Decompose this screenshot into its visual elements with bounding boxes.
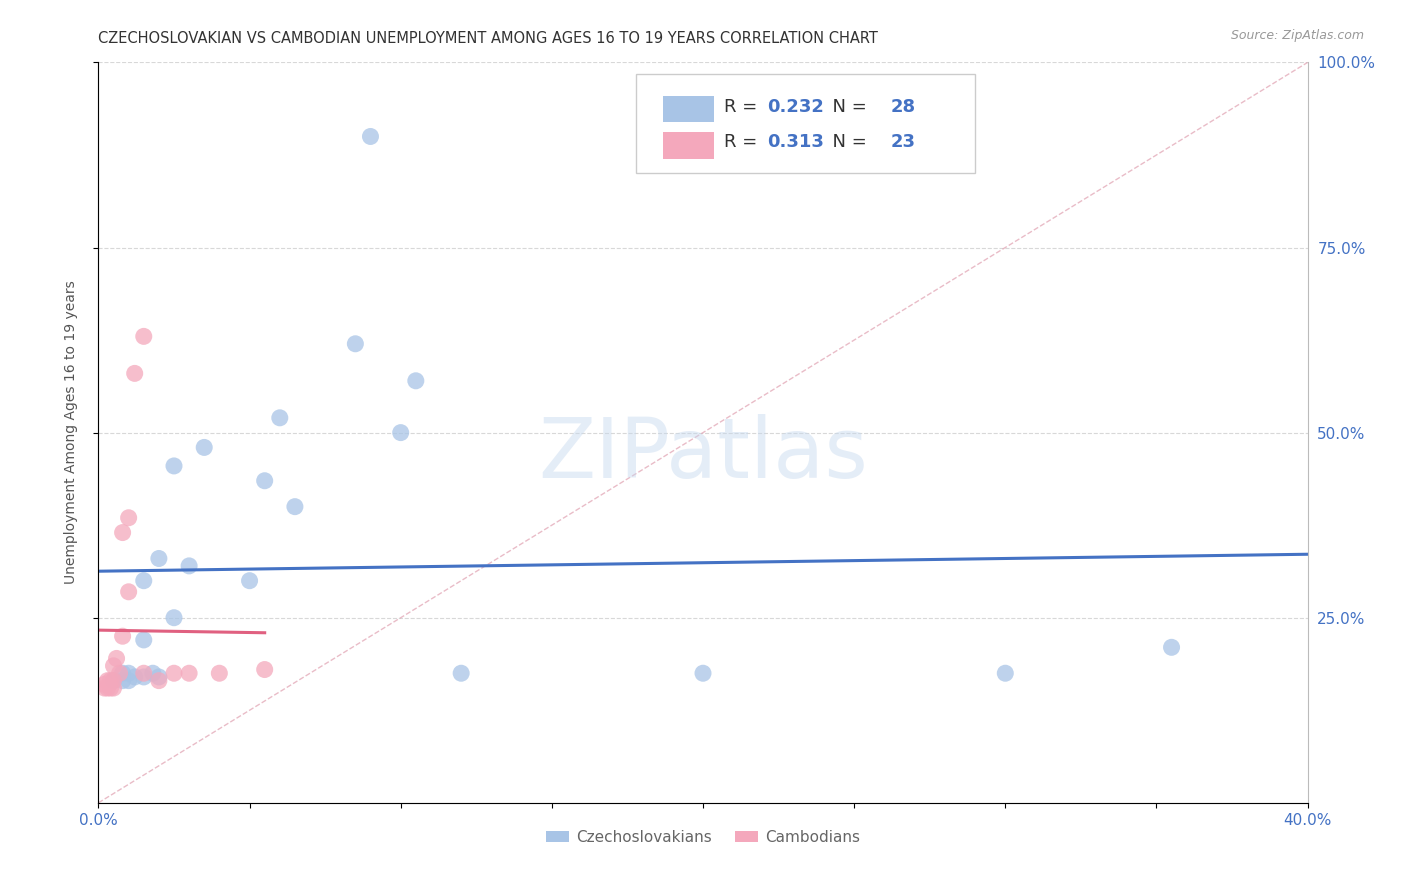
Text: N =: N = (821, 134, 873, 152)
Point (93, 677, 115, 691)
Point (103, 658, 125, 673)
Point (124, 367, 146, 381)
Point (105, 651, 128, 665)
Point (118, 584, 141, 599)
Point (269, 410, 291, 425)
Point (148, 551, 170, 566)
Point (132, 670, 155, 684)
Text: 0.313: 0.313 (768, 134, 824, 152)
Point (100, 673, 122, 688)
Text: 0.232: 0.232 (768, 98, 824, 116)
Text: CZECHOSLOVAKIAN VS CAMBODIAN UNEMPLOYMENT AMONG AGES 16 TO 19 YEARS CORRELATION : CZECHOSLOVAKIAN VS CAMBODIAN UNEMPLOYMEN… (98, 31, 879, 46)
Point (239, 574, 262, 588)
Point (163, 458, 186, 473)
Point (360, 129, 382, 144)
Point (111, 629, 134, 643)
Point (93, 681, 115, 695)
Point (124, 670, 146, 684)
Point (1160, 640, 1182, 655)
Point (96, 681, 118, 695)
FancyBboxPatch shape (637, 73, 976, 173)
Text: 28: 28 (890, 98, 915, 116)
Point (142, 666, 165, 681)
Point (103, 673, 125, 688)
Point (208, 666, 231, 681)
Point (118, 510, 141, 524)
Text: R =: R = (724, 98, 762, 116)
Text: ZIPatlas: ZIPatlas (538, 414, 868, 495)
Point (405, 374, 427, 388)
Point (148, 670, 170, 684)
Point (193, 441, 215, 455)
Point (692, 666, 714, 681)
Point (132, 329, 155, 343)
FancyBboxPatch shape (664, 132, 714, 159)
Point (111, 673, 134, 688)
Point (100, 681, 122, 695)
Point (163, 610, 186, 624)
Point (103, 673, 125, 688)
Point (253, 663, 276, 677)
Point (994, 666, 1017, 681)
Text: N =: N = (821, 98, 873, 116)
FancyBboxPatch shape (664, 95, 714, 122)
Point (118, 666, 141, 681)
Point (111, 525, 134, 540)
Text: 23: 23 (890, 134, 915, 152)
Point (163, 666, 186, 681)
Point (108, 666, 131, 681)
Text: R =: R = (724, 134, 762, 152)
Point (179, 666, 201, 681)
Point (450, 666, 472, 681)
Point (148, 673, 170, 688)
Point (111, 666, 134, 681)
Legend: Czechoslovakians, Cambodians: Czechoslovakians, Cambodians (540, 823, 866, 851)
Point (118, 673, 141, 688)
Point (344, 336, 367, 351)
Point (253, 474, 276, 488)
Point (284, 500, 307, 514)
Point (132, 632, 155, 647)
Y-axis label: Unemployment Among Ages 16 to 19 years: Unemployment Among Ages 16 to 19 years (63, 281, 77, 584)
Point (179, 558, 201, 573)
Point (389, 425, 412, 440)
Point (132, 666, 155, 681)
Point (96, 673, 118, 688)
Point (103, 681, 125, 695)
Point (132, 574, 155, 588)
Text: Source: ZipAtlas.com: Source: ZipAtlas.com (1230, 29, 1364, 42)
